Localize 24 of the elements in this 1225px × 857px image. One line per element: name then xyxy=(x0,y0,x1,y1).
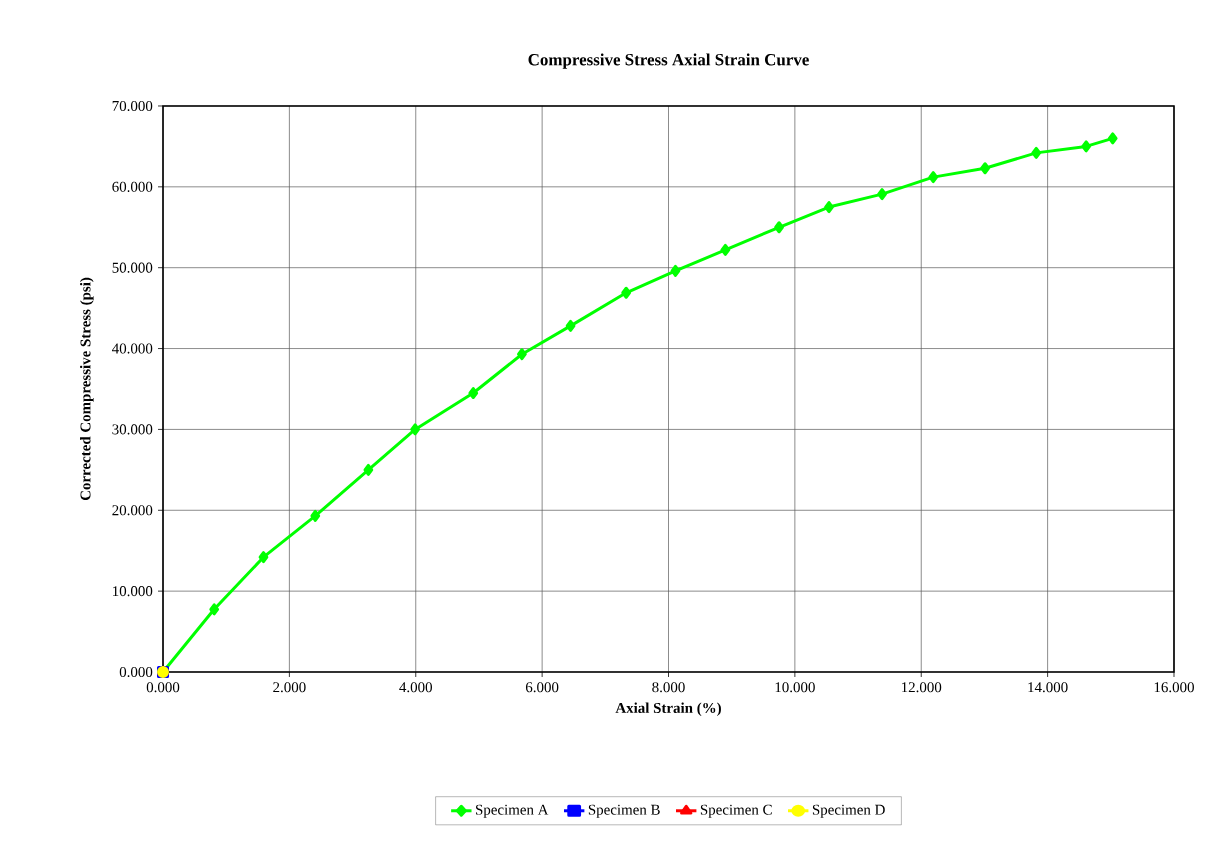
y-tick-label: 0.000 xyxy=(119,666,153,678)
legend-label: Specimen B xyxy=(588,804,660,818)
y-tick-label: 20.000 xyxy=(112,505,153,516)
y-tick-label: 70.000 xyxy=(112,100,153,112)
x-tick-label: 2.000 xyxy=(273,682,306,693)
x-axis-title: Axial Strain (%) xyxy=(615,702,721,717)
x-tick-label: 0.000 xyxy=(146,682,180,693)
x-tick-label: 12.000 xyxy=(902,682,942,693)
y-tick-label: 10.000 xyxy=(113,586,153,597)
y-tick-label: 30.000 xyxy=(112,424,153,435)
x-tick-label: 6.000 xyxy=(525,682,559,693)
x-tick-label: 10.000 xyxy=(775,682,815,693)
y-tick-label: 60.000 xyxy=(112,181,153,192)
y-axis-title: Corrected Compressive Stress (psi) xyxy=(80,277,94,501)
x-tick-label: 4.000 xyxy=(399,682,432,693)
legend-label: Specimen D xyxy=(812,804,885,818)
y-tick-label: 40.000 xyxy=(112,343,153,354)
x-tick-label: 14.000 xyxy=(1028,682,1068,693)
chart-title: Compressive Stress Axial Strain Curve xyxy=(528,53,809,69)
y-tick-label: 50.000 xyxy=(112,262,153,273)
legend-label: Specimen A xyxy=(476,804,549,818)
legend-label: Specimen C xyxy=(700,804,772,818)
x-tick-label: 16.000 xyxy=(1154,682,1194,693)
x-tick-label: 8.000 xyxy=(652,682,685,693)
